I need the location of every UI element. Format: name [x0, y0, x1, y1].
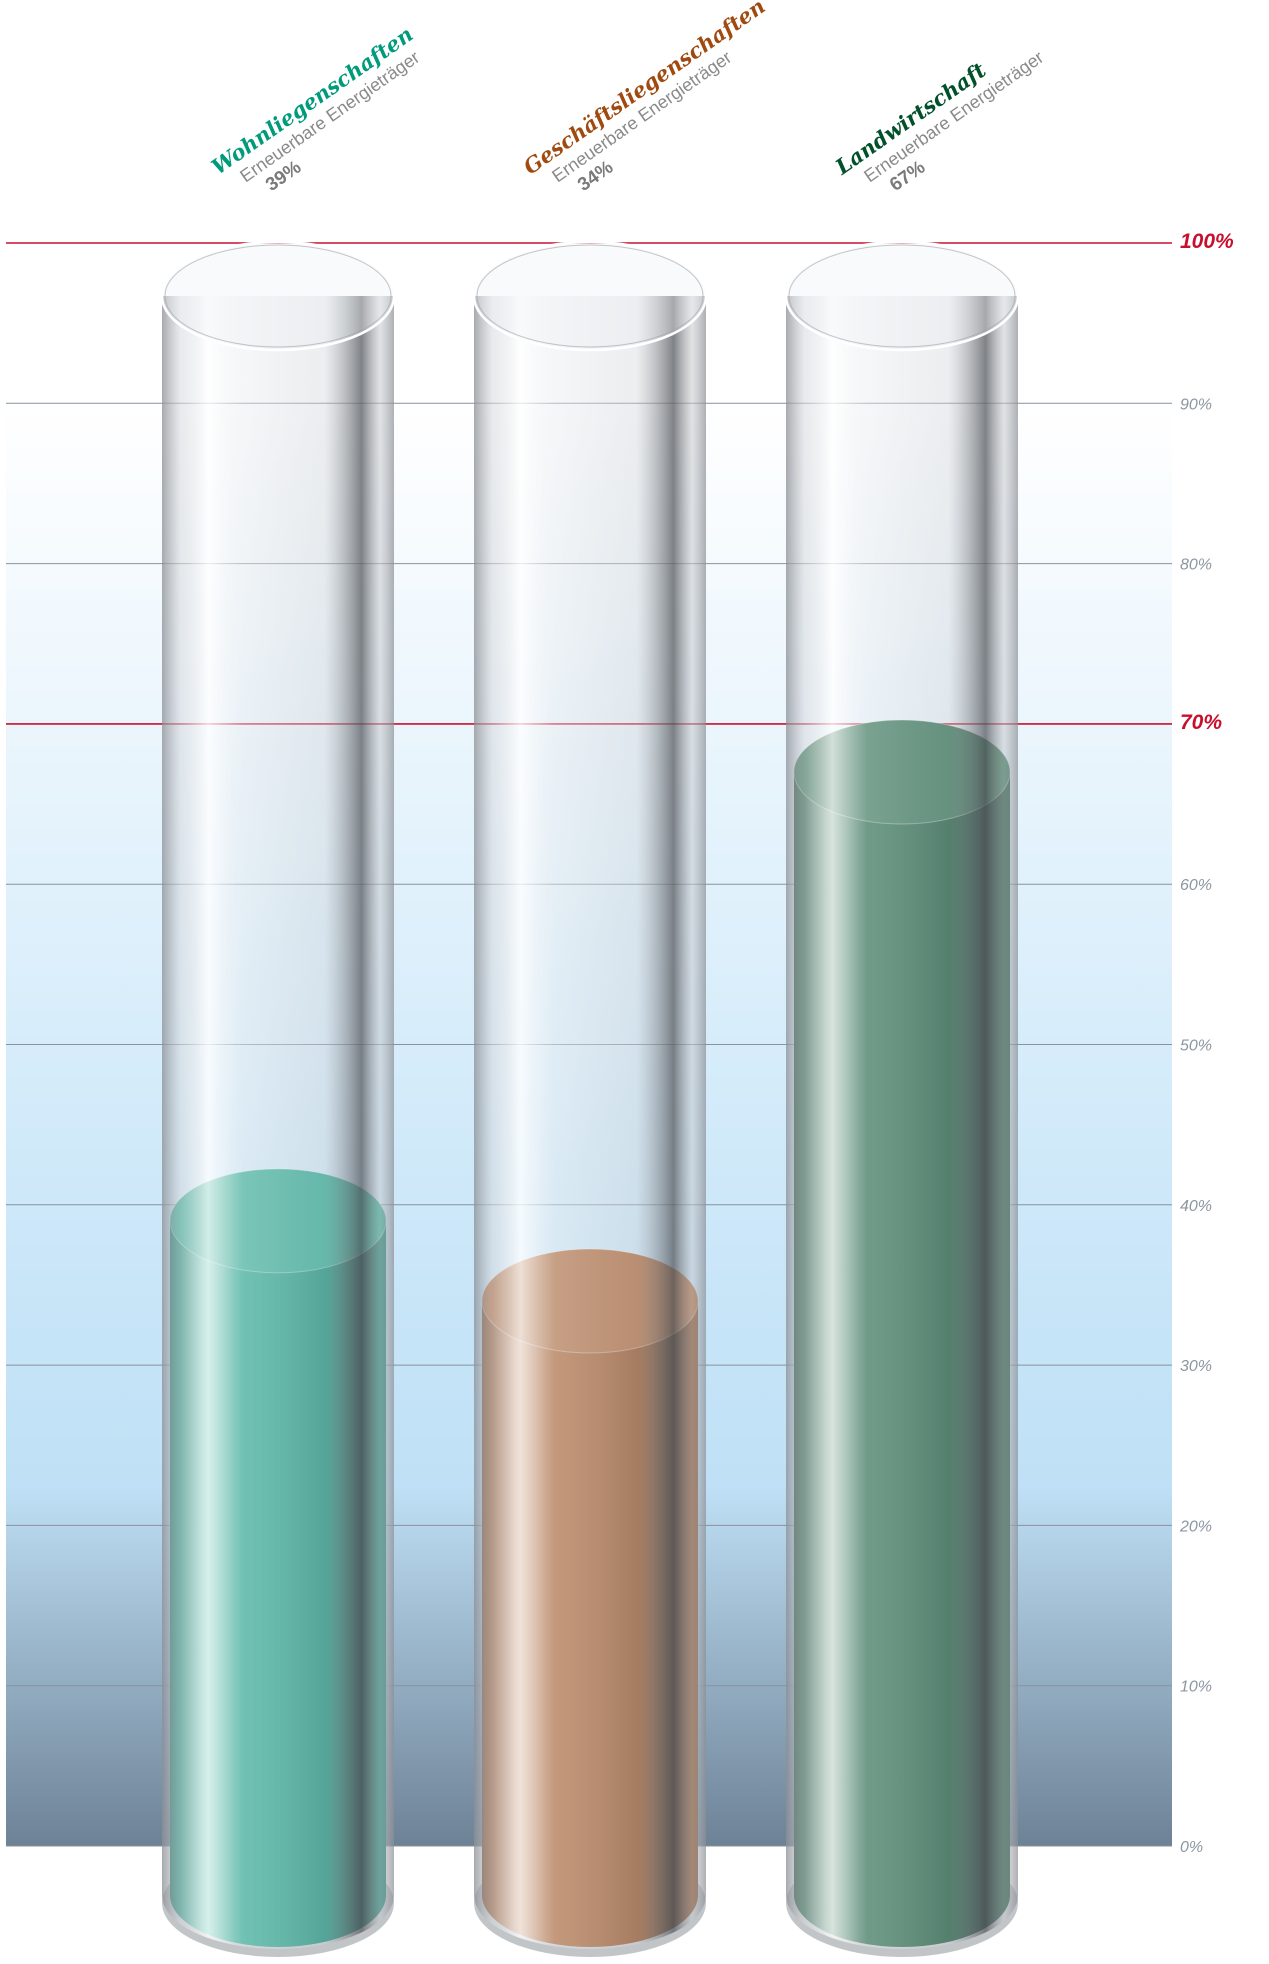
tick-label-40pct: 40% — [1180, 1198, 1212, 1215]
tube-3 — [784, 240, 1020, 1957]
y-axis-tick-labels: 0% 10% 20% 30% 40% 50% 60% 70% 80% 90% 100% — [1179, 230, 1234, 1856]
category-subtitle: Erneuerbare Energieträger — [236, 47, 423, 186]
glass-rim-inner — [476, 244, 704, 348]
glass-rim-inner — [164, 244, 392, 348]
tick-label-10pct: 10% — [1180, 1679, 1212, 1696]
tick-label-60pct: 60% — [1180, 877, 1212, 894]
tick-label-80pct: 80% — [1180, 557, 1212, 574]
glass-rim — [472, 240, 708, 352]
tube-2 — [472, 240, 708, 1957]
tubes — [160, 240, 1020, 1957]
glass-body — [474, 296, 706, 1949]
glass-body — [786, 296, 1018, 1949]
glass-rim — [160, 240, 396, 352]
tick-label-90pct: 90% — [1180, 396, 1212, 413]
category-name: Wohnliegenschaften — [207, 21, 418, 179]
glass-rim — [784, 240, 1020, 352]
glass-rim-inner — [788, 244, 1016, 348]
tick-label-30pct: 30% — [1180, 1358, 1212, 1375]
tick-label-70pct: 70% — [1180, 711, 1222, 734]
category-subtitle: Erneuerbare Energieträger — [860, 47, 1047, 186]
tick-label-0pct: 0% — [1180, 1839, 1203, 1856]
glass-body — [162, 296, 394, 1949]
tick-label-50pct: 50% — [1180, 1038, 1212, 1055]
tick-label-100pct: 100% — [1180, 230, 1234, 253]
tick-label-20pct: 20% — [1179, 1518, 1212, 1535]
tube-1 — [160, 240, 396, 1957]
category-name: Geschäftsliegenschaften — [519, 0, 770, 179]
category-subtitle: Erneuerbare Energieträger — [548, 47, 735, 186]
